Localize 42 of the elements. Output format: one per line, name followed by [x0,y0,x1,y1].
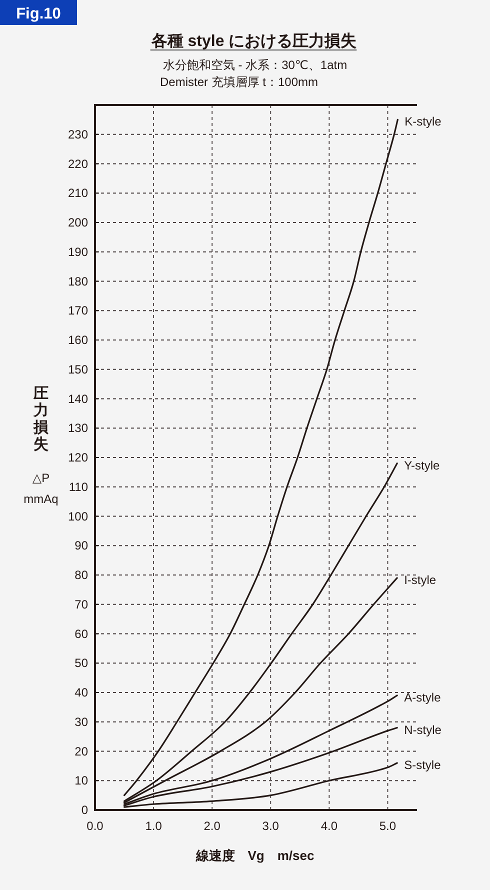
y-tick-label: 210 [68,186,88,200]
y-tick-label: 90 [74,538,88,553]
y-tick-label: 80 [74,568,88,582]
x-tick-label: 2.0 [204,819,221,833]
x-tick-label: 3.0 [262,819,280,833]
y-tick-label: 30 [74,714,88,729]
y-tick-label: 110 [68,480,88,494]
series-label: S-style [404,758,442,772]
figure-badge: Fig.10 [0,0,77,25]
x-tick-label: 0.0 [86,819,104,833]
y-tick-label: 70 [74,597,88,612]
y-tick-label: 190 [68,244,88,259]
x-tick-label: 4.0 [320,819,338,833]
y-tick-label: 10 [74,774,88,788]
series-label: A-style [404,690,442,704]
chart-title: 各種 style における圧力損失 [150,32,357,50]
y-tick-label: 200 [68,216,88,230]
y-tick-label: 50 [74,656,88,670]
y-tick-label: 40 [74,686,88,700]
x-tick-label: 1.0 [145,819,162,833]
series-label: K-style [404,114,442,129]
y-tick-label: 150 [68,362,88,376]
series-label: Y-style [404,458,440,472]
y-tick-label: 60 [74,626,88,641]
y-tick-label: 0 [81,803,88,817]
series-label: I-style [404,572,436,587]
y-tick-label: 230 [68,127,88,142]
caption: Fig.10 [16,6,61,22]
y-tick-label: 100 [68,509,88,524]
ylabel: 圧力損失 △P mmAq [24,385,58,506]
y-tick-label: 180 [68,274,88,288]
series-label: N-style [404,722,442,737]
y-tick-label: 170 [68,304,88,318]
x-tick-label: 5.0 [379,819,396,833]
chart-subtitle: 水分飽和空気 - 水系：30℃、1atm Demister 充填層厚 t：100mm [160,58,348,89]
y-tick-label: 160 [68,333,88,347]
x-axis-title: 線速度 Vg m/sec [194,848,314,863]
y-tick-label: 220 [68,156,88,171]
y-tick-label: 140 [68,392,88,406]
y-tick-label: 120 [68,450,88,464]
y-tick-label: 20 [74,744,88,758]
y-tick-label: 130 [68,421,88,436]
